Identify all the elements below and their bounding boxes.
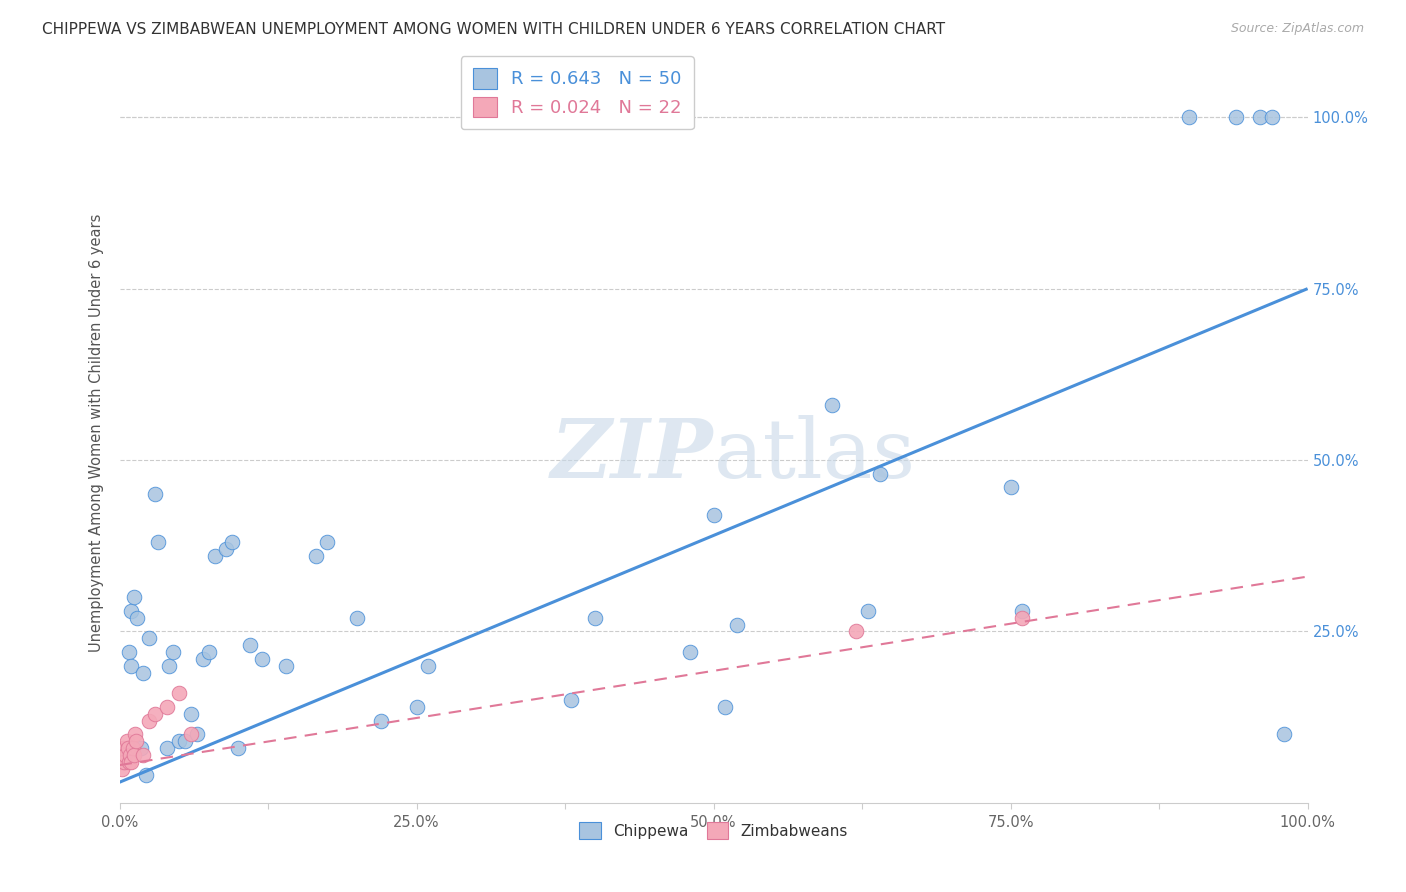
Point bbox=[418, 658, 440, 673]
Point bbox=[157, 658, 180, 673]
Point bbox=[143, 487, 166, 501]
Point bbox=[117, 741, 139, 756]
Point bbox=[118, 645, 141, 659]
Point bbox=[180, 727, 202, 741]
Y-axis label: Unemployment Among Women with Children Under 6 years: Unemployment Among Women with Children U… bbox=[89, 213, 104, 652]
Point bbox=[197, 645, 219, 659]
Point bbox=[167, 686, 190, 700]
Point bbox=[132, 665, 155, 680]
Point bbox=[845, 624, 868, 639]
Point bbox=[821, 398, 844, 412]
Point bbox=[186, 727, 208, 741]
Point bbox=[560, 693, 582, 707]
Point bbox=[221, 535, 243, 549]
Point bbox=[1272, 727, 1295, 741]
Text: CHIPPEWA VS ZIMBABWEAN UNEMPLOYMENT AMONG WOMEN WITH CHILDREN UNDER 6 YEARS CORR: CHIPPEWA VS ZIMBABWEAN UNEMPLOYMENT AMON… bbox=[42, 22, 945, 37]
Point bbox=[120, 747, 142, 762]
Point bbox=[1011, 610, 1033, 624]
Point bbox=[156, 699, 179, 714]
Point bbox=[125, 734, 148, 748]
Point bbox=[156, 741, 179, 756]
Point bbox=[180, 706, 202, 721]
Point bbox=[405, 699, 427, 714]
Point bbox=[679, 645, 702, 659]
Point bbox=[869, 467, 891, 481]
Point bbox=[118, 755, 141, 769]
Point bbox=[111, 762, 134, 776]
Point bbox=[112, 741, 135, 756]
Point bbox=[250, 652, 273, 666]
Point bbox=[274, 658, 297, 673]
Point bbox=[143, 706, 166, 721]
Point bbox=[1178, 110, 1201, 124]
Point bbox=[1225, 110, 1247, 124]
Point bbox=[138, 632, 160, 646]
Point bbox=[1261, 110, 1284, 124]
Text: atlas: atlas bbox=[714, 415, 915, 495]
Point bbox=[115, 734, 138, 748]
Point bbox=[110, 755, 132, 769]
Point bbox=[112, 755, 135, 769]
Point bbox=[124, 727, 146, 741]
Point bbox=[122, 747, 145, 762]
Point bbox=[703, 508, 725, 522]
Point bbox=[114, 755, 136, 769]
Point bbox=[146, 535, 169, 549]
Point bbox=[856, 604, 879, 618]
Point bbox=[162, 645, 184, 659]
Point bbox=[725, 617, 748, 632]
Point bbox=[173, 734, 195, 748]
Point bbox=[122, 590, 145, 604]
Point bbox=[1011, 604, 1033, 618]
Point bbox=[316, 535, 339, 549]
Point bbox=[239, 638, 262, 652]
Text: ZIP: ZIP bbox=[551, 415, 714, 495]
Point bbox=[138, 714, 160, 728]
Point bbox=[215, 542, 238, 557]
Point bbox=[120, 604, 142, 618]
Point bbox=[304, 549, 326, 563]
Point bbox=[135, 768, 157, 782]
Point bbox=[167, 734, 190, 748]
Point bbox=[228, 741, 250, 756]
Point bbox=[120, 755, 142, 769]
Text: Source: ZipAtlas.com: Source: ZipAtlas.com bbox=[1230, 22, 1364, 36]
Point bbox=[346, 610, 368, 624]
Point bbox=[1000, 480, 1022, 494]
Point bbox=[204, 549, 226, 563]
Point bbox=[370, 714, 392, 728]
Point bbox=[129, 741, 152, 756]
Point bbox=[191, 652, 214, 666]
Point bbox=[114, 747, 136, 762]
Point bbox=[1249, 110, 1271, 124]
Point bbox=[714, 699, 737, 714]
Point bbox=[121, 741, 143, 756]
Legend: Chippewa, Zimbabweans: Chippewa, Zimbabweans bbox=[572, 814, 855, 847]
Point bbox=[583, 610, 606, 624]
Point bbox=[127, 610, 149, 624]
Point bbox=[120, 658, 142, 673]
Point bbox=[132, 747, 155, 762]
